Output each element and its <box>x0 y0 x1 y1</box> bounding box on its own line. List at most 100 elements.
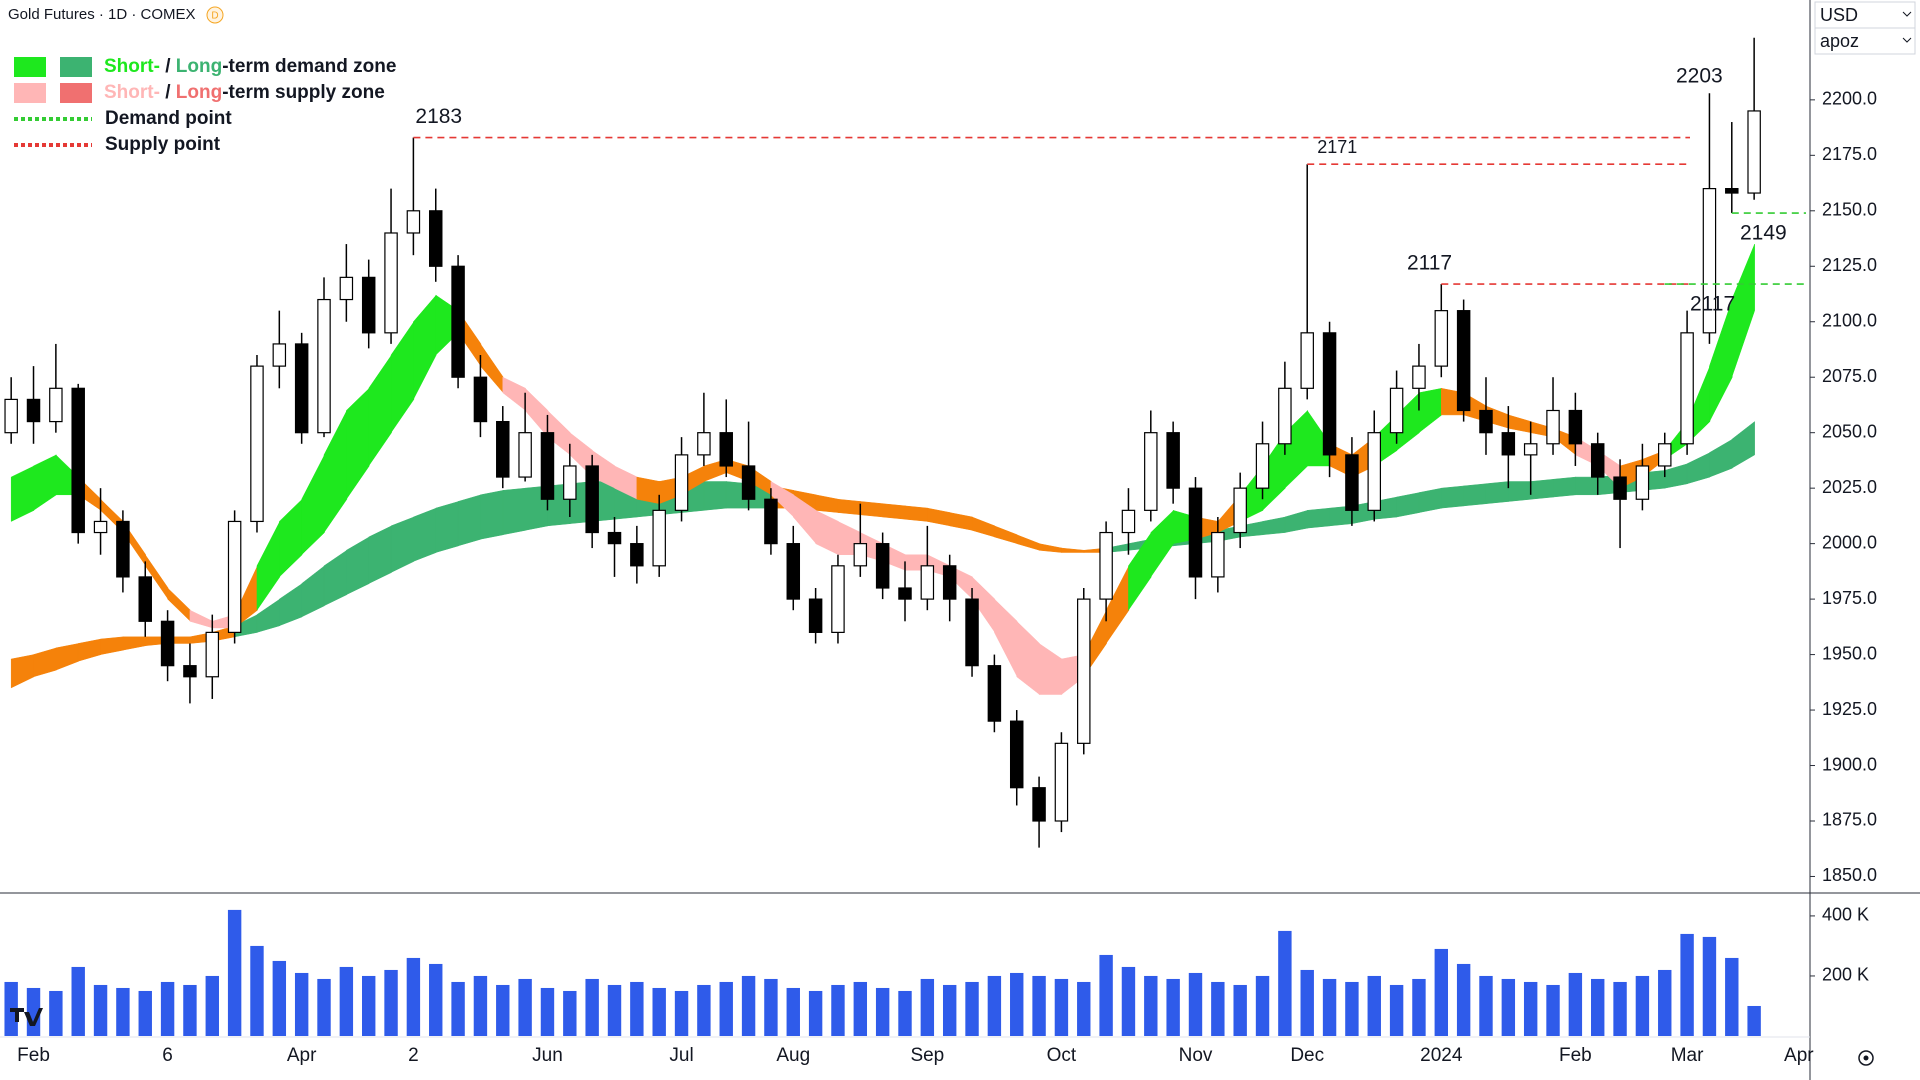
candle-body <box>1412 365 1426 389</box>
dropdown-arrows <box>1902 11 1912 43</box>
settings-icon-dot <box>1863 1055 1869 1061</box>
short-zone-segment <box>368 354 392 467</box>
legend-text: Short- <box>104 56 160 77</box>
volume-bar <box>183 984 197 1036</box>
volume-bar <box>1188 972 1203 1036</box>
short-zone-segment <box>413 294 437 400</box>
long-zone-segment <box>860 501 884 518</box>
volume-bar <box>138 990 152 1036</box>
candle-body <box>1501 432 1516 456</box>
candle-body <box>585 465 599 534</box>
volume-bar <box>1166 978 1180 1036</box>
volume-bar <box>272 960 287 1036</box>
volume-bar <box>1412 978 1426 1036</box>
legend-entry: Demand point <box>105 108 232 129</box>
candle-body <box>1322 332 1337 456</box>
volume-bar <box>1702 936 1717 1036</box>
short-zone-segment <box>10 465 35 522</box>
candle-body <box>1233 487 1247 534</box>
short-zone-segment <box>390 320 415 434</box>
candle-body <box>853 543 868 567</box>
candle-body <box>920 565 935 600</box>
level-label: 2149 <box>1740 222 1787 245</box>
volume-bar <box>473 975 488 1036</box>
volume-bar <box>1211 981 1225 1036</box>
long-zone-segment <box>904 505 929 522</box>
candle-body <box>1144 432 1158 511</box>
volume-bar <box>1658 969 1672 1036</box>
long-zone-segment <box>1575 476 1599 496</box>
volume-bar <box>1121 966 1136 1036</box>
profile[interactable]: apoz <box>1820 31 1859 51</box>
volume-bar <box>741 975 756 1036</box>
long-zone-segment <box>1463 483 1487 507</box>
short-zone-segment <box>1128 531 1152 612</box>
y-tick-label: 1875.0 <box>1822 810 1877 830</box>
candle-body <box>1188 487 1203 578</box>
candle-body <box>1434 310 1449 367</box>
short-zone-segment <box>279 498 303 578</box>
volume-bar <box>317 978 331 1036</box>
level-label: 2117 <box>1690 293 1735 316</box>
candle-body <box>1725 188 1739 194</box>
volume-bar <box>920 978 935 1036</box>
candle-body <box>183 665 197 678</box>
candle-body <box>384 232 398 334</box>
long-zone-segment <box>1418 487 1443 513</box>
volume-bar <box>808 990 823 1036</box>
logo <box>10 1008 43 1026</box>
volume-tick-label: 200 K <box>1822 965 1869 985</box>
volume-bar <box>987 975 1002 1036</box>
y-tick-label: 1950.0 <box>1822 643 1877 663</box>
candle-body <box>1613 476 1627 500</box>
y-tick-label: 2150.0 <box>1822 200 1877 220</box>
candle-body <box>1121 509 1136 534</box>
candle-body <box>719 432 733 467</box>
long-zone-segment <box>703 481 727 511</box>
volume-bar <box>563 990 577 1036</box>
x-tick-label: Jul <box>669 1045 693 1066</box>
volume-bar <box>965 981 979 1036</box>
level-label: 2183 <box>415 105 462 128</box>
volume-bar <box>1010 972 1024 1036</box>
candle-body <box>1345 454 1359 511</box>
level-label: 2171 <box>1317 137 1357 157</box>
candle-body <box>1367 432 1382 511</box>
candle-body <box>1054 742 1069 822</box>
legend-entry: Short- / Long-term supply zone <box>104 82 385 103</box>
candle-body <box>227 520 242 633</box>
candle-body <box>473 376 488 423</box>
currency-box[interactable] <box>1814 1 1916 29</box>
x-tick-label: Nov <box>1179 1045 1213 1066</box>
long-zone-segment <box>1396 492 1420 518</box>
y-tick-label: 2100.0 <box>1822 310 1877 330</box>
volume-bar <box>160 981 175 1036</box>
volume-bar <box>294 972 309 1036</box>
short-zone-segment <box>323 410 348 534</box>
long-zone-segment <box>480 490 504 540</box>
candle-body <box>272 343 287 367</box>
settings-icon[interactable] <box>1858 1050 1874 1066</box>
volume-bar <box>1591 978 1605 1036</box>
volume-bar <box>1523 981 1538 1036</box>
candle-body <box>26 398 41 423</box>
candle-body <box>1009 720 1024 789</box>
volume-bar <box>652 987 666 1036</box>
candle-body <box>786 543 801 600</box>
legend-text: Long <box>176 82 222 103</box>
volume-bar <box>250 945 264 1036</box>
legend-swatch <box>14 57 46 77</box>
volume-bar <box>496 984 510 1036</box>
volume-bar <box>1300 969 1314 1036</box>
y-tick-label: 1850.0 <box>1822 865 1877 885</box>
candle-body <box>1523 443 1538 456</box>
level-label: 2117 <box>1407 252 1452 275</box>
volume-bar <box>93 984 108 1036</box>
candle-body <box>49 387 63 423</box>
profile-box[interactable] <box>1814 27 1916 55</box>
candle-body <box>808 598 823 633</box>
currency[interactable]: USD <box>1820 5 1858 25</box>
long-zone-segment <box>1485 481 1510 504</box>
